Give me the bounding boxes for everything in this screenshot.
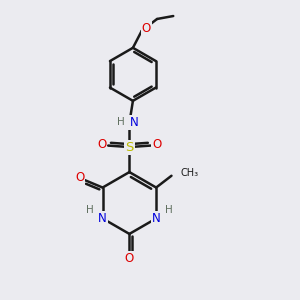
Text: N: N — [152, 212, 161, 225]
Text: N: N — [129, 116, 138, 129]
Text: CH₃: CH₃ — [180, 168, 198, 178]
Text: H: H — [117, 117, 125, 127]
Text: O: O — [142, 22, 151, 35]
Text: O: O — [125, 252, 134, 266]
Text: N: N — [98, 212, 107, 225]
Text: H: H — [165, 205, 172, 215]
Text: S: S — [125, 141, 134, 154]
Text: O: O — [75, 171, 84, 184]
Text: O: O — [152, 138, 162, 151]
Text: O: O — [97, 138, 106, 151]
Text: H: H — [86, 205, 94, 215]
